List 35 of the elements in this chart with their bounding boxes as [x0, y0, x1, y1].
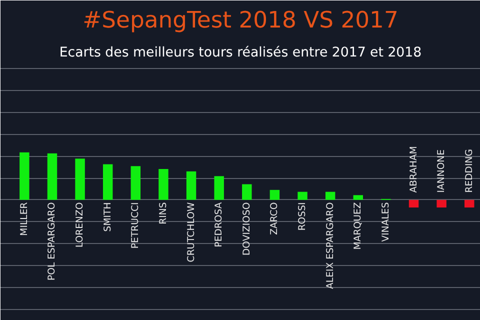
bar: [47, 153, 58, 200]
bar: [20, 152, 30, 200]
bar: [464, 200, 474, 208]
bar: [102, 164, 113, 200]
x-tick-label: ROSSI: [297, 202, 308, 231]
bar: [270, 190, 280, 200]
chart-subtitle: Ecarts des meilleurs tours réalisés entre 2017 et 2018: [59, 46, 422, 60]
x-tick-label: DOVIZIOSO: [241, 202, 252, 256]
x-tick-label: ABRAHAM: [408, 146, 420, 193]
bar: [436, 200, 446, 208]
x-tick-label: REDDING: [464, 149, 475, 193]
x-tick-label: PETRUCCI: [130, 202, 142, 249]
bar: [242, 184, 252, 200]
bar: [186, 171, 196, 200]
x-tick-label: CRUTCHLOW: [186, 202, 197, 262]
bar: [75, 158, 85, 200]
bar: [298, 192, 308, 200]
bar: [353, 195, 364, 200]
bar: [408, 200, 419, 208]
x-tick-label: RINS: [158, 202, 169, 224]
bar: [158, 169, 168, 200]
x-tick-label: IANNONE: [436, 149, 448, 193]
x-tick-label: POL ESPARGARO: [46, 202, 58, 281]
bar: [325, 192, 336, 200]
x-tick-label: LORENZO: [74, 202, 86, 248]
bar: [130, 166, 141, 200]
chart-title: #SepangTest 2018 VS 2017: [82, 8, 398, 34]
x-tick-label: MARQUEZ: [352, 202, 364, 250]
x-tick-label: ALEIX ESPARGARO: [324, 202, 336, 289]
x-tick-label: PEDROSA: [214, 202, 225, 248]
x-tick-label: ZARCO: [269, 202, 280, 235]
bar: [214, 176, 224, 200]
x-tick-label: SMITH: [102, 202, 114, 232]
x-tick-label: MILLER: [18, 202, 30, 236]
x-tick-label: VINALES: [380, 202, 392, 242]
